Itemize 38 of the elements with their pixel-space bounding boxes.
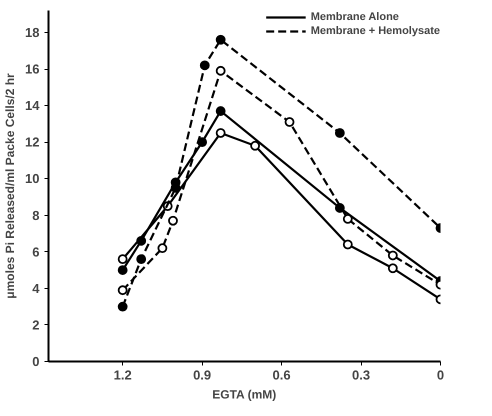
- point: [118, 265, 128, 275]
- y-tick-label: 12: [25, 134, 40, 150]
- y-tick-label: 0: [32, 354, 40, 369]
- x-tick-label: 1.2: [114, 368, 132, 382]
- point: [342, 214, 353, 224]
- y-axis-title: μmoles Pi Released/ml Packe Cells/2 hr: [3, 72, 18, 299]
- y-tick-label: 8: [32, 208, 40, 223]
- y-tick-label: 2: [32, 317, 40, 332]
- point: [118, 285, 128, 296]
- point: [118, 302, 128, 312]
- point: [250, 140, 260, 151]
- point: [200, 60, 210, 70]
- point: [334, 128, 345, 138]
- point: [216, 106, 226, 116]
- point: [136, 254, 146, 264]
- point: [216, 66, 226, 76]
- y-tick-label: 16: [25, 62, 40, 76]
- point: [388, 250, 398, 260]
- point: [168, 216, 178, 226]
- y-tick-label: 6: [32, 244, 40, 260]
- x-axis-title: EGTA (mM): [212, 388, 276, 402]
- legend-label: Membrane Alone: [310, 10, 399, 24]
- point: [388, 263, 398, 274]
- point: [216, 34, 226, 45]
- y-tick-label: 18: [25, 24, 40, 40]
- legend-label: Membrane + Hemolysate: [310, 24, 440, 38]
- point: [342, 240, 353, 250]
- point: [118, 254, 128, 264]
- x-tick-label: 0.6: [272, 368, 291, 382]
- y-tick-label: 14: [25, 98, 40, 114]
- x-tick-label: 0: [436, 368, 444, 382]
- y-tick-label: 4: [32, 280, 40, 296]
- point: [284, 117, 294, 127]
- point: [216, 128, 226, 138]
- y-tick-label: 10: [25, 171, 40, 186]
- point: [157, 243, 168, 254]
- x-tick-label: 0.3: [352, 368, 370, 382]
- x-tick-label: 0.9: [193, 368, 212, 382]
